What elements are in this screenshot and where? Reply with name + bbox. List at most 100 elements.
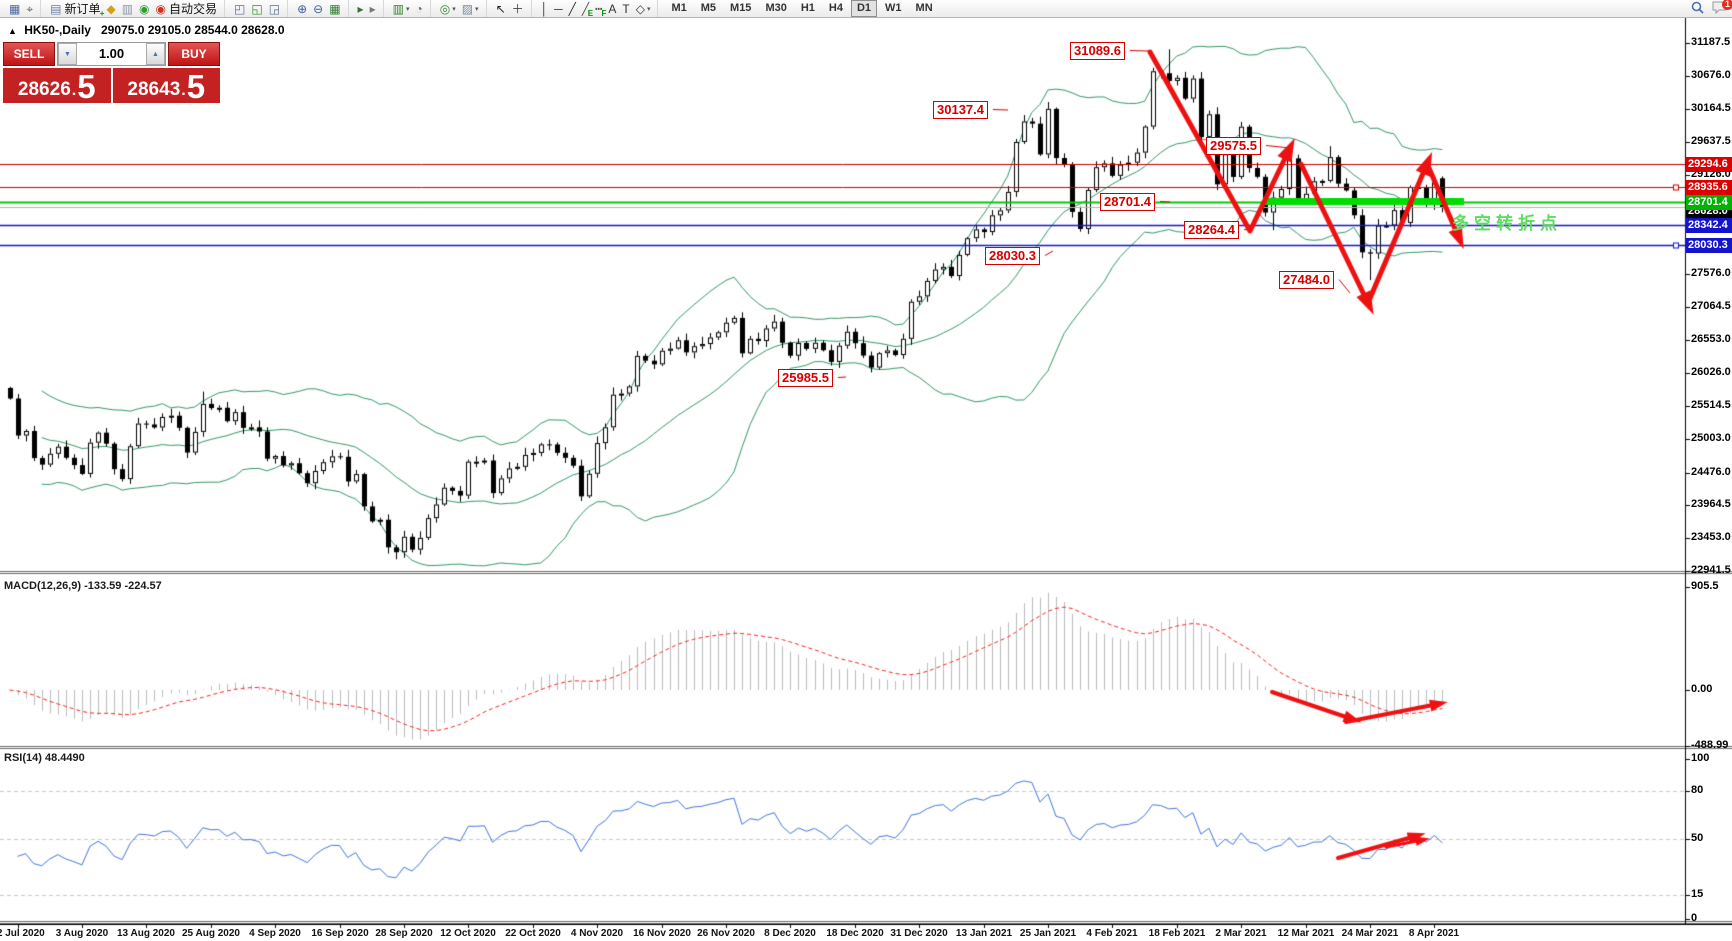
macd-indicator-label: MACD(12,26,9) -133.59 -224.57	[4, 580, 162, 592]
zoom-out-icon[interactable]: ⊖	[310, 1, 326, 17]
templates-icon[interactable]: ▨ ▾	[459, 1, 482, 17]
price-tag: 29294.6	[1686, 157, 1732, 172]
new-chart-icon[interactable]: ▥ ▾	[390, 1, 413, 17]
data-window-icon[interactable]: ⌖	[23, 1, 36, 17]
buy-button[interactable]: BUY	[168, 42, 220, 66]
bar-chart-icon[interactable]: ◰	[231, 1, 248, 17]
timeframe-mn[interactable]: MN	[915, 2, 933, 14]
price-callout[interactable]: 31089.6	[1070, 42, 1125, 60]
toolbar-group: ▦ ⌖	[0, 0, 40, 17]
y-axis-tick-label: 30676.0	[1691, 69, 1731, 81]
y-axis-tick-label: 27576.0	[1691, 267, 1731, 279]
buy-price[interactable]: 28643 . 5	[112, 68, 220, 105]
line-chart-icon[interactable]: ◲	[266, 1, 283, 17]
y-axis-tick-label: 23964.5	[1691, 498, 1731, 510]
price-tag: 28935.6	[1686, 180, 1732, 195]
timeframe-m1[interactable]: M1	[671, 2, 687, 14]
trendline-icon[interactable]: ╱	[566, 1, 579, 17]
timeframe-h4[interactable]: H4	[828, 2, 843, 14]
text-icon[interactable]: A	[605, 1, 619, 17]
price-callout[interactable]: 28030.3	[985, 247, 1040, 265]
timeframe-w1[interactable]: W1	[885, 2, 902, 14]
y-axis-tick-label: 0	[1691, 912, 1698, 924]
chart-window-icon[interactable]: ▦	[6, 1, 23, 17]
search-icon[interactable]	[1691, 1, 1704, 17]
zoom-out-icon: ⊖	[313, 1, 324, 16]
sell-price[interactable]: 28626 . 5	[3, 68, 111, 103]
auto-scroll-icon[interactable]: ▸	[355, 1, 367, 17]
sounds-icon: ◉	[139, 1, 150, 16]
y-axis-tick-label: 100	[1691, 752, 1710, 764]
x-axis-date-label: 22 Oct 2020	[505, 928, 561, 939]
price-tag: 28342.4	[1686, 218, 1732, 233]
history-center-icon[interactable]: ◆	[103, 1, 118, 17]
x-axis-date-label: 2 Mar 2021	[1215, 928, 1267, 939]
x-axis-date-label: 3 Aug 2020	[55, 928, 109, 939]
toolbar-right: 1	[1691, 0, 1732, 17]
chevron-down-icon: ▾	[452, 5, 456, 13]
timeframe-h1[interactable]: H1	[800, 2, 815, 14]
timeframe-m15[interactable]: M15	[730, 2, 752, 14]
sell-button[interactable]: SELL	[3, 42, 55, 66]
volume-value[interactable]: 1.00	[98, 46, 125, 61]
price-tag: 28701.4	[1686, 195, 1732, 210]
vertical-line-icon[interactable]: │	[538, 1, 552, 17]
x-axis-date-label: 18 Dec 2020	[826, 928, 884, 939]
tile-windows-icon[interactable]: ▦	[326, 1, 343, 17]
turning-point-annotation[interactable]: 多空转折点	[1452, 214, 1562, 233]
x-axis-date-label: 4 Feb 2021	[1086, 928, 1138, 939]
timeframe-m5[interactable]: M5	[700, 2, 717, 14]
icon-badge: F	[601, 8, 607, 18]
x-axis-date-label: 26 Nov 2020	[697, 928, 755, 939]
sounds-icon[interactable]: ◉	[136, 1, 152, 17]
equidistant-channel-icon[interactable]: ╱ E	[579, 1, 593, 18]
price-callout[interactable]: 30137.4	[933, 101, 988, 119]
autotrading-icon: ◉	[155, 1, 167, 16]
price-callout[interactable]: 28264.4	[1184, 221, 1239, 239]
auto-scroll-icon: ▸	[357, 1, 364, 16]
x-axis-date-label: 22 Jul 2020	[0, 928, 45, 939]
price-callout[interactable]: 29575.5	[1206, 137, 1261, 155]
cursor-icon[interactable]: ↖	[493, 1, 509, 17]
autotrading-icon-label: 自动交易	[169, 2, 218, 16]
volume-up-button[interactable]: ▲	[146, 43, 165, 65]
crosshair-icon[interactable]: ＋	[509, 1, 527, 17]
market-watch-icon[interactable]: ▥	[119, 1, 136, 17]
volume-down-button[interactable]: ▼	[58, 43, 77, 65]
y-axis-tick-label: 29637.5	[1691, 135, 1731, 147]
toolbar-group: │ ─ ╱ ╱ E ┅ F A T ◇ ▾	[530, 0, 658, 18]
crosshair-icon: ＋	[511, 1, 524, 16]
timeframe-m30[interactable]: M30	[765, 2, 787, 14]
toolbar-groups: ▦ ⌖ ▤ + 新订单 ◆ ▥ ◉ ◉ 自动交易 ◰ ◱ ◲ ⊕ ⊖ ▦ ▸ ▸ ▥ ▾ ◔ ◎ ▾ ▨ ▾ ↖ ＋ │ ─ ╱ ╱ E ┅ F A…	[0, 0, 944, 17]
price-tag: 28030.3	[1686, 238, 1732, 253]
y-axis-tick-label: 25003.0	[1691, 432, 1731, 444]
indicators-icon: ◎	[439, 1, 451, 16]
horizontal-line-icon[interactable]: ─	[551, 1, 566, 17]
price-callout[interactable]: 25985.5	[778, 369, 833, 387]
timeframe-d1[interactable]: D1	[850, 0, 878, 17]
history-center-icon: ◆	[106, 1, 116, 16]
toolbar-group: ↖ ＋	[485, 0, 531, 17]
collapse-marker-icon[interactable]: ▲	[8, 26, 17, 36]
candlestick-chart-icon[interactable]: ◱	[248, 1, 265, 17]
period-clock-icon[interactable]: ◔	[412, 1, 425, 17]
price-callout[interactable]: 28701.4	[1100, 193, 1155, 211]
fibonacci-icon[interactable]: ┅ F	[592, 1, 607, 18]
price-callout[interactable]: 27484.0	[1279, 271, 1334, 289]
equidistant-channel-icon: ╱	[581, 1, 590, 16]
horizontal-line-icon: ─	[554, 1, 563, 16]
x-axis-date-label: 28 Sep 2020	[375, 928, 433, 939]
chat-icon[interactable]: 1	[1712, 0, 1732, 17]
buy-price-big: 5	[186, 68, 206, 105]
text-label-icon[interactable]: T	[619, 1, 632, 17]
y-axis-tick-label: 31187.5	[1691, 36, 1731, 48]
toolbar-group: ▸ ▸	[347, 0, 383, 17]
shapes-icon[interactable]: ◇ ▾	[633, 1, 654, 17]
new-order-icon[interactable]: ▤ + 新订单	[47, 1, 104, 18]
indicators-icon[interactable]: ◎ ▾	[437, 1, 459, 17]
chevron-down-icon: ▾	[646, 5, 651, 13]
zoom-in-icon[interactable]: ⊕	[294, 1, 310, 17]
chart-shift-icon[interactable]: ▸	[367, 1, 379, 17]
autotrading-icon[interactable]: ◉ 自动交易	[153, 1, 221, 17]
